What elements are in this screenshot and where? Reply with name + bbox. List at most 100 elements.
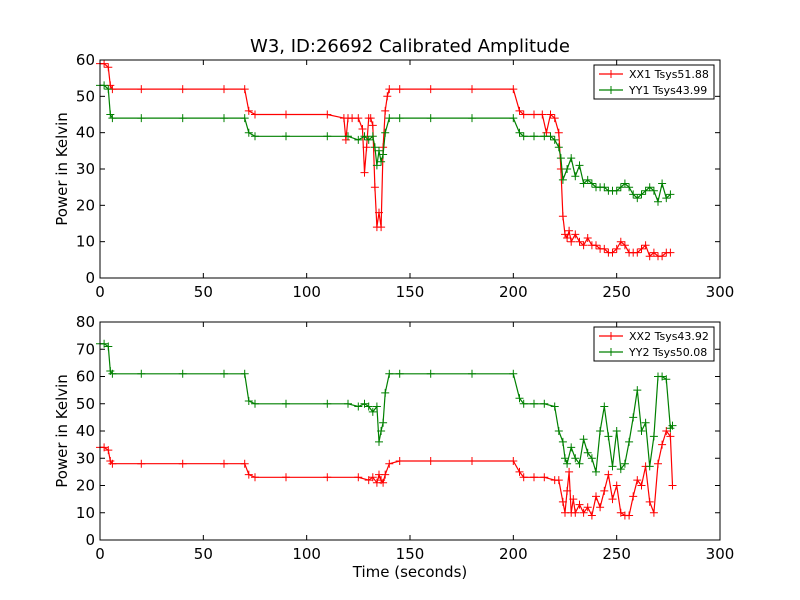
bottom-point-yy2 — [385, 369, 394, 378]
top-series-line-yy1 — [100, 84, 671, 204]
top-point-yy1 — [381, 128, 390, 137]
top-x-tick-label: 50 — [194, 283, 213, 301]
top-point-xx1 — [100, 59, 109, 68]
bottom-point-yy2 — [426, 369, 435, 378]
top-point-xx1 — [362, 143, 371, 152]
top-point-xx1 — [592, 241, 600, 250]
bottom-point-xx2 — [426, 457, 435, 465]
bottom-point-yy2 — [604, 432, 613, 441]
top-point-xx1 — [641, 241, 650, 250]
bottom-point-xx2 — [379, 478, 388, 487]
top-point-xx1 — [323, 110, 332, 119]
top-point-xx1 — [649, 248, 658, 257]
bottom-point-xx2 — [515, 467, 524, 476]
bottom-point-yy2 — [550, 402, 559, 411]
bottom-point-xx2 — [468, 457, 476, 465]
bottom-point-xx2 — [654, 459, 662, 468]
top-point-xx1 — [658, 252, 667, 261]
top-point-yy1 — [364, 135, 373, 144]
bottom-y-tick-label: 80 — [76, 313, 95, 331]
bottom-point-xx2 — [220, 459, 228, 468]
bottom-point-xx2 — [649, 508, 658, 517]
bottom-point-yy2 — [468, 369, 476, 378]
bottom-point-yy2 — [220, 369, 228, 378]
bottom-y-tick-label: 30 — [76, 449, 95, 467]
top-x-tick-label: 0 — [95, 283, 105, 301]
bottom-point-yy2 — [567, 443, 576, 452]
bottom-point-xx2 — [282, 473, 290, 482]
bottom-point-xx2 — [666, 432, 675, 441]
top-point-yy1 — [426, 114, 435, 123]
bottom-x-tick-label: 150 — [396, 545, 425, 563]
top-point-yy1 — [587, 179, 596, 188]
bottom-point-yy2 — [364, 402, 373, 411]
bottom-point-yy2 — [668, 421, 677, 430]
bottom-point-xx2 — [381, 470, 390, 479]
top-point-xx1 — [633, 248, 642, 257]
bottom-point-yy2 — [637, 427, 646, 435]
bottom-x-tick-label: 50 — [194, 545, 213, 563]
bottom-point-xx2 — [354, 473, 363, 482]
top-legend: XX1 Tsys51.88 YY1 Tsys43.99 — [593, 64, 715, 100]
bottom-point-yy2 — [558, 437, 567, 446]
bottom-point-xx2 — [583, 503, 592, 512]
bottom-point-yy2 — [519, 399, 528, 408]
top-x-tick-label: 300 — [706, 283, 735, 301]
bottom-point-xx2 — [575, 500, 584, 509]
bottom-point-xx2 — [540, 473, 549, 482]
bottom-point-xx2 — [104, 446, 113, 455]
bottom-point-yy2 — [649, 432, 658, 441]
top-point-xx1 — [381, 106, 390, 115]
top-y-tick-label: 0 — [85, 269, 95, 287]
bottom-point-xx2 — [108, 459, 117, 468]
top-point-xx1 — [546, 110, 555, 119]
top-point-yy1 — [575, 161, 584, 170]
top-legend-label-xx1: XX1 Tsys51.88 — [629, 68, 709, 81]
top-x-tick-label: 100 — [292, 283, 321, 301]
bottom-series-layer — [96, 339, 677, 520]
top-point-xx1 — [354, 114, 363, 123]
top-point-xx1 — [178, 85, 187, 94]
top-point-xx1 — [375, 208, 383, 217]
top-point-xx1 — [468, 85, 476, 94]
bottom-point-yy2 — [608, 462, 617, 471]
top-point-yy1 — [468, 114, 476, 123]
bottom-y-tick-label: 50 — [76, 395, 95, 413]
bottom-point-xx2 — [629, 492, 638, 501]
bottom-y-tick-label: 60 — [76, 368, 95, 386]
bottom-point-yy2 — [381, 388, 390, 397]
bottom-point-xx2 — [558, 497, 567, 506]
top-point-xx1 — [575, 237, 584, 246]
top-point-yy1 — [558, 175, 567, 184]
top-point-yy1 — [519, 132, 528, 141]
bottom-point-xx2 — [364, 476, 373, 485]
bottom-y-axis-label: Power in Kelvin — [53, 374, 71, 488]
top-point-xx1 — [600, 244, 609, 253]
bottom-point-yy2 — [600, 402, 609, 411]
bottom-point-yy2 — [641, 418, 650, 427]
top-point-xx1 — [251, 110, 259, 119]
top-point-yy1 — [354, 135, 363, 144]
top-point-yy1 — [563, 165, 572, 173]
top-point-xx1 — [530, 110, 538, 119]
bottom-point-xx2 — [385, 459, 394, 468]
top-point-yy1 — [360, 132, 369, 141]
top-point-xx1 — [282, 110, 290, 119]
top-series-line-xx1 — [100, 62, 671, 258]
bottom-y-tick-label: 10 — [76, 504, 95, 522]
top-point-xx1 — [519, 110, 528, 119]
top-point-xx1 — [666, 248, 675, 257]
top-point-yy1 — [515, 128, 524, 137]
top-legend-marker-xx1 — [607, 70, 615, 78]
bottom-point-xx2 — [244, 470, 253, 479]
top-point-yy1 — [654, 197, 662, 206]
bottom-point-yy2 — [354, 402, 363, 411]
top-point-yy1 — [375, 146, 383, 155]
top-point-yy1 — [372, 161, 381, 170]
bottom-point-xx2 — [240, 459, 249, 468]
top-point-yy1 — [106, 110, 115, 119]
bottom-point-yy2 — [379, 418, 388, 427]
top-series-layer — [96, 59, 675, 261]
top-point-yy1 — [637, 190, 646, 199]
bottom-point-yy2 — [344, 399, 352, 408]
